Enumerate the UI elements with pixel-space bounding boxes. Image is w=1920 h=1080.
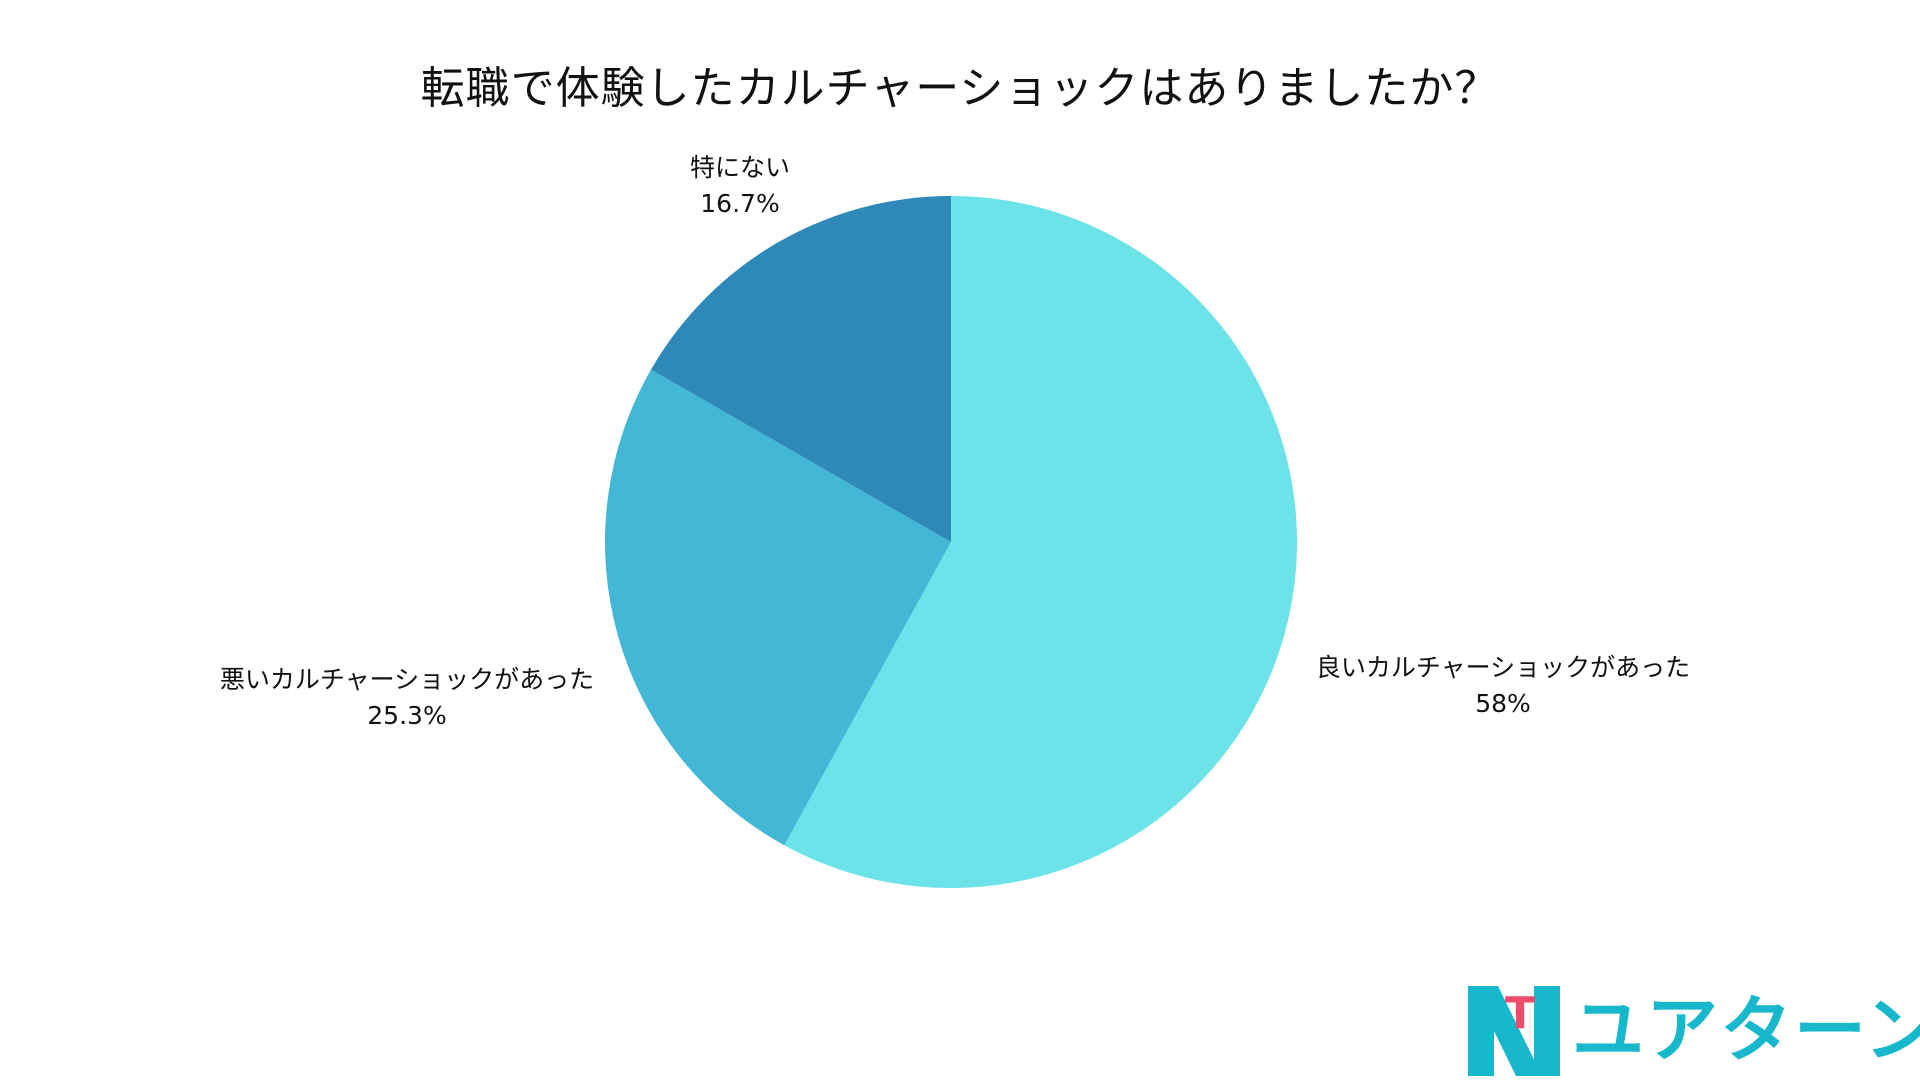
slice-label-good: 良いカルチャーショックがあった 58% (1293, 650, 1713, 722)
brand-logo: T ユアターン (1468, 984, 1920, 1080)
logo-mark-letter: T (1505, 988, 1535, 1039)
logo-text: ユアターン (1572, 984, 1920, 1076)
slice-label-good-name: 良いカルチャーショックがあった (1315, 653, 1691, 682)
pie-slice-0 (784, 196, 1297, 888)
logo-wordmark: ユアターン (1572, 988, 1920, 1072)
slice-label-none-value: 16.7% (700, 189, 780, 218)
slice-label-bad-value: 25.3% (367, 701, 447, 730)
slice-label-good-value: 58% (1475, 689, 1531, 718)
logo-mark-icon: T (1468, 986, 1560, 1076)
logo-mark-diagonal (1472, 986, 1542, 1076)
logo-mark-right (1534, 986, 1560, 1076)
slice-label-bad-name: 悪いカルチャーショックがあった (219, 665, 595, 694)
pie-slice-1 (605, 369, 951, 846)
pie-slice-2 (650, 195, 951, 542)
slice-label-none: 特にない 16.7% (620, 150, 860, 222)
slice-label-bad: 悪いカルチャーショックがあった 25.3% (197, 662, 617, 734)
chart-title: 転職で体験したカルチャーショックはありましたか？ (420, 63, 1500, 114)
slice-label-none-name: 特にない (689, 153, 790, 182)
